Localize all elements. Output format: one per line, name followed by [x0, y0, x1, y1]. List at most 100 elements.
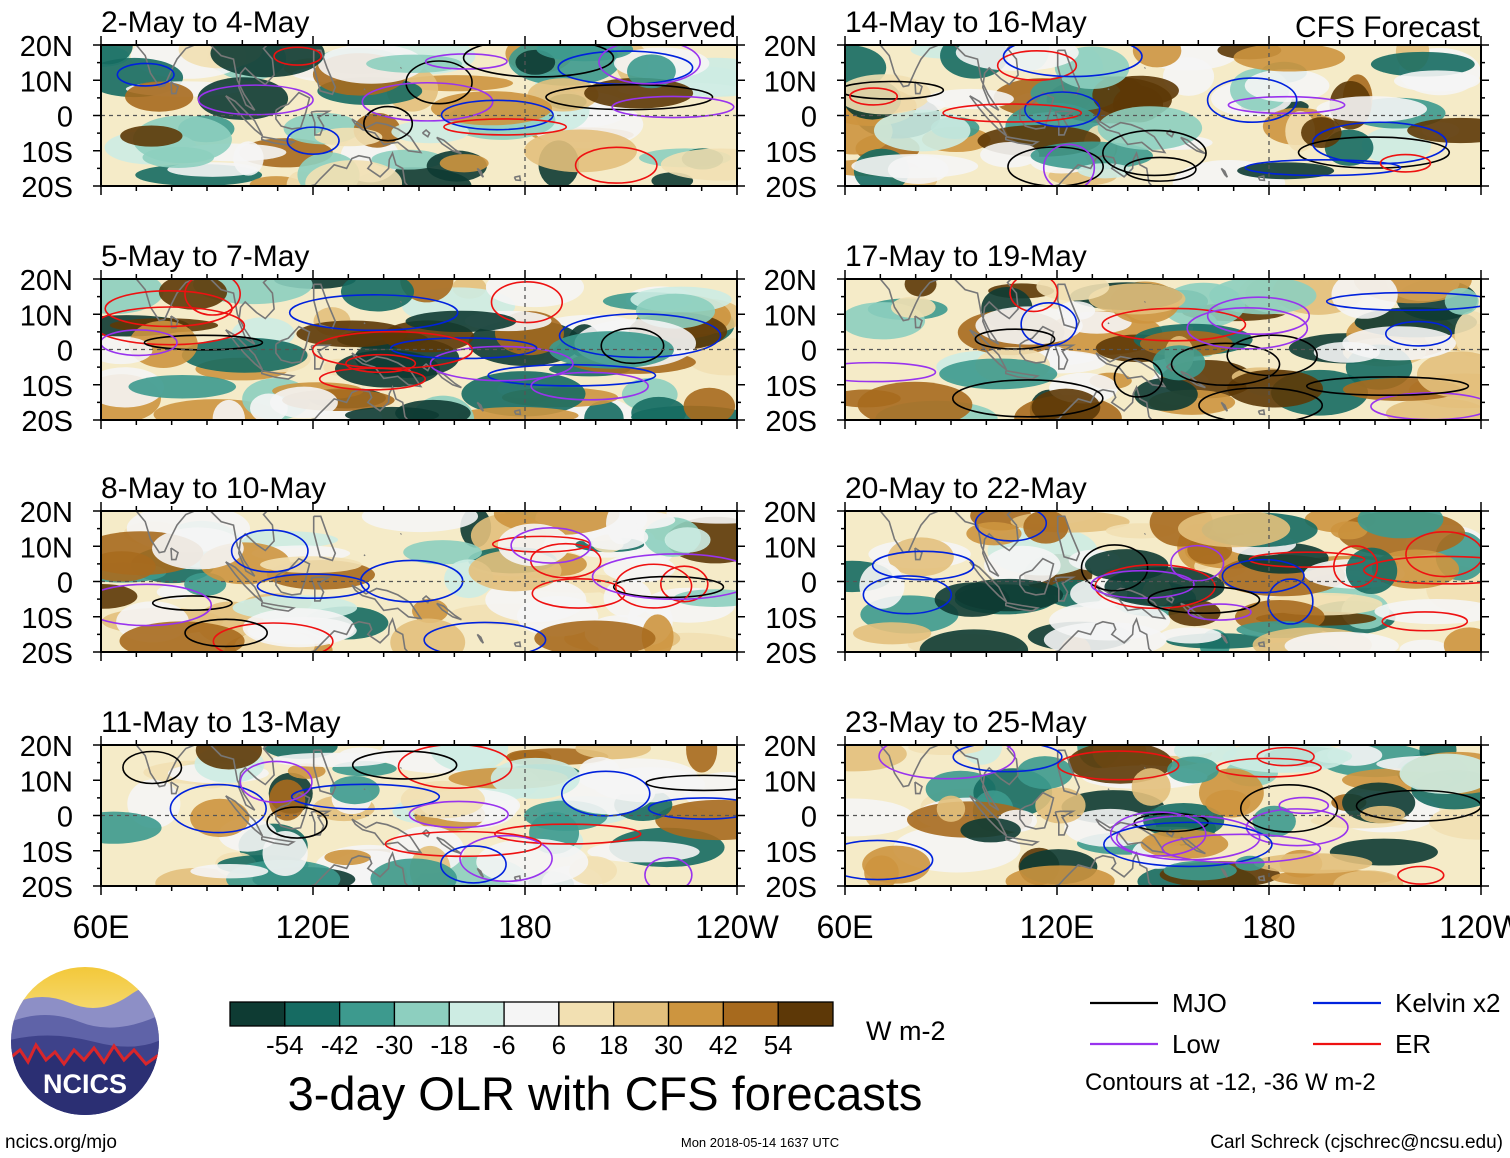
- coastline: [306, 385, 409, 420]
- olr-anomaly: [1370, 51, 1475, 77]
- wave-contours: [845, 279, 1481, 420]
- colorbar-tick-label: 42: [709, 1030, 738, 1060]
- olr-anomaly: [490, 757, 580, 799]
- coastline: [312, 283, 337, 330]
- contour: [230, 529, 309, 573]
- olr-anomaly: [1031, 388, 1101, 420]
- coastline: [1050, 151, 1153, 186]
- olr-anomaly: [1399, 639, 1450, 652]
- coastline: [1050, 385, 1153, 420]
- olr-anomaly: [1205, 789, 1251, 816]
- olr-anomaly: [400, 780, 485, 819]
- coastline: [866, 745, 939, 788]
- y-tick-label: 20S: [21, 638, 73, 670]
- olr-field: [845, 511, 1481, 652]
- y-tick-label: 10S: [765, 603, 817, 635]
- coastline: [400, 533, 402, 535]
- contour: [878, 745, 1016, 780]
- coastline: [225, 95, 264, 137]
- olr-anomaly: [210, 45, 325, 78]
- olr-anomaly: [1417, 351, 1481, 398]
- y-tick-label: 20N: [764, 31, 817, 63]
- logo-red-line: [11, 1041, 159, 1067]
- y-tick-label: 20S: [765, 638, 817, 670]
- coastline: [1144, 67, 1146, 69]
- coastline: [170, 547, 179, 561]
- colorbar-swatch: [229, 1001, 286, 1027]
- y-tick-label: 10N: [764, 66, 817, 98]
- coastline: [1144, 301, 1146, 303]
- contour: [1256, 746, 1315, 767]
- wave-contours: [101, 527, 737, 652]
- contour: [1267, 578, 1314, 625]
- olr-anomaly: [887, 155, 949, 184]
- y-tick-label: 20N: [20, 731, 73, 763]
- olr-anomaly: [1443, 627, 1481, 652]
- x-tick-label: 180: [498, 909, 551, 945]
- olr-anomaly: [233, 141, 264, 176]
- coastlines: [866, 745, 1266, 886]
- olr-anomaly: [329, 775, 380, 805]
- olr-anomaly: [1284, 631, 1399, 652]
- x-tick-label: 60E: [817, 909, 874, 945]
- coastline: [1095, 352, 1167, 388]
- olr-anomaly: [429, 745, 509, 773]
- olr-anomaly: [1030, 141, 1153, 170]
- coastline: [914, 315, 923, 329]
- coastline: [513, 641, 522, 648]
- coastline: [1005, 601, 1040, 612]
- coastline: [1165, 362, 1175, 372]
- y-tick-label: 10S: [765, 837, 817, 869]
- olr-anomaly: [101, 551, 156, 582]
- olr-anomaly: [120, 125, 183, 147]
- olr-anomaly: [101, 45, 133, 65]
- coastline: [312, 749, 337, 796]
- olr-anomaly: [101, 811, 162, 844]
- y-tick-label: 0: [801, 102, 817, 134]
- contour: [361, 81, 494, 122]
- olr-anomaly: [497, 523, 570, 567]
- contour: [1278, 796, 1330, 815]
- contour: [405, 60, 473, 105]
- olr-anomaly: [1357, 511, 1444, 539]
- coastline: [421, 128, 431, 138]
- olr-anomaly: [873, 109, 971, 152]
- olr-anomaly: [908, 745, 984, 756]
- footer-timestamp: Mon 2018-05-14 1637 UTC: [681, 1135, 839, 1150]
- olr-anomaly: [345, 406, 440, 420]
- contour: [1101, 307, 1247, 342]
- x-tick-label: 60E: [73, 909, 130, 945]
- contour: [1102, 129, 1207, 177]
- y-tick-label: 10S: [21, 137, 73, 169]
- contour: [952, 745, 1063, 773]
- coastline: [1056, 515, 1081, 562]
- contour: [266, 806, 328, 839]
- coastline: [421, 362, 431, 372]
- x-tick-label: 120W: [695, 909, 779, 945]
- coastline: [122, 745, 195, 788]
- coastline: [363, 88, 366, 91]
- y-tick-label: 20S: [21, 172, 73, 204]
- coastline: [953, 45, 1019, 111]
- contour: [351, 750, 458, 780]
- olr-anomaly: [1140, 829, 1229, 859]
- contour: [256, 573, 370, 600]
- coastline: [312, 515, 337, 562]
- contour: [1170, 342, 1281, 387]
- coastline: [225, 329, 264, 371]
- coastline: [1180, 836, 1206, 855]
- olr-anomaly: [1331, 279, 1398, 319]
- olr-anomaly: [857, 381, 973, 420]
- contour: [1206, 77, 1298, 124]
- coastline: [209, 511, 275, 577]
- footer-url[interactable]: ncics.org/mjo: [5, 1132, 117, 1153]
- contour: [871, 550, 975, 581]
- wave-contours: [862, 511, 1481, 632]
- coastline: [476, 401, 485, 412]
- colorbar-swatch: [284, 1001, 341, 1027]
- coastline: [953, 511, 1019, 577]
- olr-anomaly: [361, 511, 479, 533]
